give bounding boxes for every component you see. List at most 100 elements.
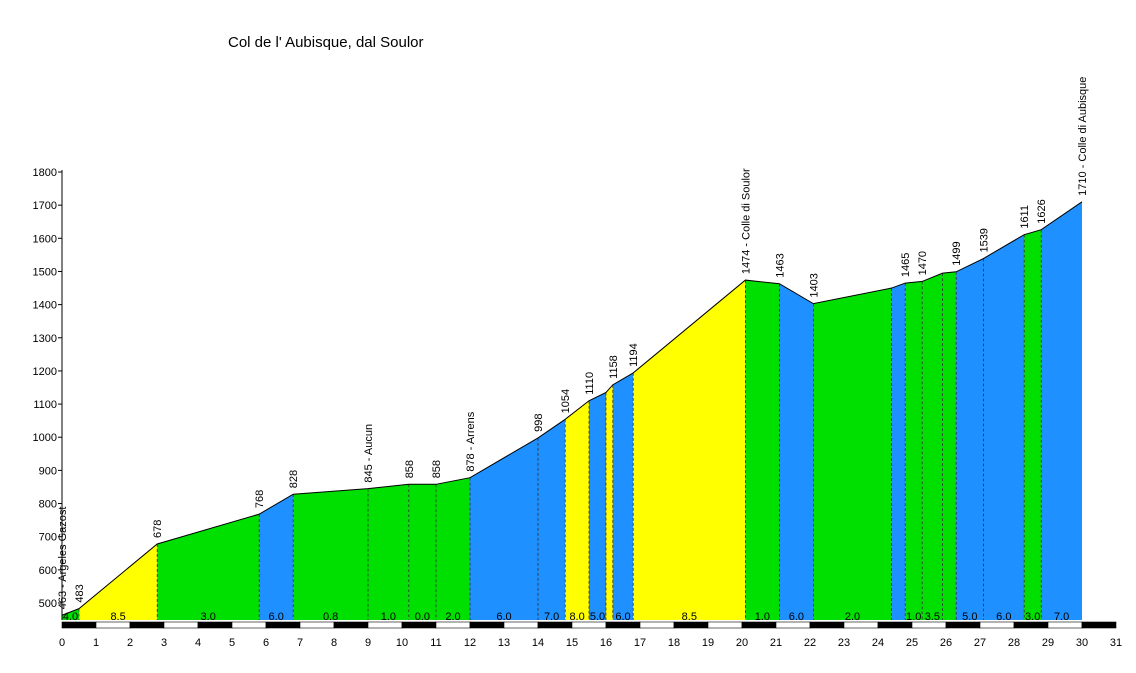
altitude-annotation: 1403: [808, 273, 820, 297]
altitude-annotation: 998: [533, 414, 545, 432]
grade-label: 8.5: [110, 611, 125, 623]
x-tick-label: 26: [940, 637, 952, 649]
y-tick-label: 600: [39, 565, 57, 577]
km-bar-cell: [129, 621, 165, 629]
x-tick-label: 4: [195, 637, 201, 649]
km-bar-cell: [1047, 621, 1083, 629]
km-bar-cell: [741, 621, 777, 629]
altitude-annotation: 1539: [978, 228, 990, 252]
altitude-annotation: 463 - Argeles Gazost: [57, 507, 69, 610]
x-tick-label: 22: [804, 637, 816, 649]
profile-segment-24: [1024, 229, 1042, 621]
profile-segment-12: [606, 384, 613, 620]
grade-label: 2.0: [445, 611, 460, 623]
grade-label: 1.0: [755, 611, 770, 623]
profile-segment-20: [922, 273, 943, 620]
altitude-annotation: 1474 - Colle di Soulor: [740, 168, 752, 274]
grade-label: 6.0: [269, 611, 284, 623]
altitude-annotation: 1158: [608, 355, 620, 379]
altitude-annotation: 1110: [584, 372, 596, 395]
altitude-annotation: 828: [288, 470, 300, 488]
x-tick-label: 7: [297, 637, 303, 649]
km-bar-cell: [605, 621, 641, 629]
x-tick-label: 17: [634, 637, 646, 649]
grade-label: 0.0: [415, 611, 430, 623]
x-tick-label: 28: [1008, 637, 1020, 649]
altitude-annotation: 483: [74, 584, 86, 602]
x-tick-label: 15: [566, 637, 578, 649]
y-tick-label: 1400: [33, 300, 57, 312]
km-bar-cell: [469, 621, 505, 629]
profile-segment-16: [779, 283, 814, 620]
altitude-annotation: 1611: [1019, 205, 1031, 229]
km-bar-cell: [503, 621, 539, 629]
x-tick-label: 19: [702, 637, 714, 649]
km-bar-cell: [299, 621, 335, 629]
y-tick-label: 1500: [33, 266, 57, 278]
x-tick-label: 9: [365, 637, 371, 649]
km-bar-cell: [435, 621, 471, 629]
y-tick-label: 900: [39, 465, 57, 477]
y-tick-label: 1000: [33, 432, 57, 444]
y-tick-label: 1100: [33, 399, 57, 411]
km-bar-cell: [775, 621, 811, 629]
altitude-annotation: 1710 - Colle di Aubisque: [1077, 77, 1089, 196]
profile-segment-4: [293, 488, 368, 620]
km-bar-cell: [571, 621, 607, 629]
grade-label: 6.0: [615, 611, 630, 623]
profile-segment-9: [538, 419, 566, 620]
km-bar-cell: [367, 621, 403, 629]
x-tick-label: 3: [161, 637, 167, 649]
x-tick-label: 12: [464, 637, 476, 649]
profile-segment-19: [905, 281, 923, 620]
km-bar-cell: [707, 621, 743, 629]
km-bar-cell: [877, 621, 913, 629]
altitude-annotation: 1465: [900, 253, 912, 277]
grade-label: 3.0: [201, 611, 216, 623]
x-tick-label: 16: [600, 637, 612, 649]
x-tick-label: 11: [430, 637, 441, 649]
grade-label: 6.0: [996, 611, 1011, 623]
y-tick-label: 700: [39, 532, 57, 544]
km-bar-cell: [163, 621, 199, 629]
y-tick-label: 1300: [33, 333, 57, 345]
x-tick-label: 18: [668, 637, 680, 649]
km-bar-cell: [911, 621, 947, 629]
x-tick-label: 20: [736, 637, 748, 649]
x-tick-label: 10: [396, 637, 408, 649]
profile-segment-21: [942, 271, 957, 620]
x-tick-label: 30: [1076, 637, 1088, 649]
y-tick-label: 800: [39, 499, 57, 511]
x-tick-label: 0: [59, 637, 65, 649]
grade-label: 7.0: [1054, 611, 1069, 623]
x-tick-label: 8: [331, 637, 337, 649]
grade-label: 5.0: [962, 611, 977, 623]
profile-segment-5: [368, 484, 409, 620]
km-bar-cell: [843, 621, 879, 629]
altitude-annotation: 768: [254, 490, 266, 508]
profile-segment-1: [79, 543, 158, 620]
profile-segment-13: [612, 372, 634, 620]
grade-label: 6.0: [789, 611, 804, 623]
profile-segment-15: [745, 280, 780, 620]
x-tick-label: 27: [974, 637, 986, 649]
km-bar-cell: [639, 621, 675, 629]
x-tick-label: 14: [532, 637, 544, 649]
y-tick-label: 500: [39, 598, 57, 610]
x-tick-label: 1: [93, 637, 99, 649]
profile-segment-25: [1041, 201, 1082, 621]
km-bar-cell: [809, 621, 845, 629]
grade-label: 3.0: [1025, 611, 1040, 623]
chart-title: Col de l' Aubisque, dal Soulor: [228, 34, 424, 51]
x-tick-label: 23: [838, 637, 850, 649]
km-bar-cell: [265, 621, 301, 629]
profile-segment-6: [408, 484, 436, 620]
grade-label: 5.0: [590, 611, 605, 623]
grade-label: 0.8: [323, 611, 338, 623]
km-bar-cell: [231, 621, 267, 629]
km-bar-cell: [1013, 621, 1049, 629]
grade-label: 1.0: [381, 611, 396, 623]
profile-segment-23: [983, 234, 1025, 620]
profile-segment-7: [436, 477, 470, 620]
